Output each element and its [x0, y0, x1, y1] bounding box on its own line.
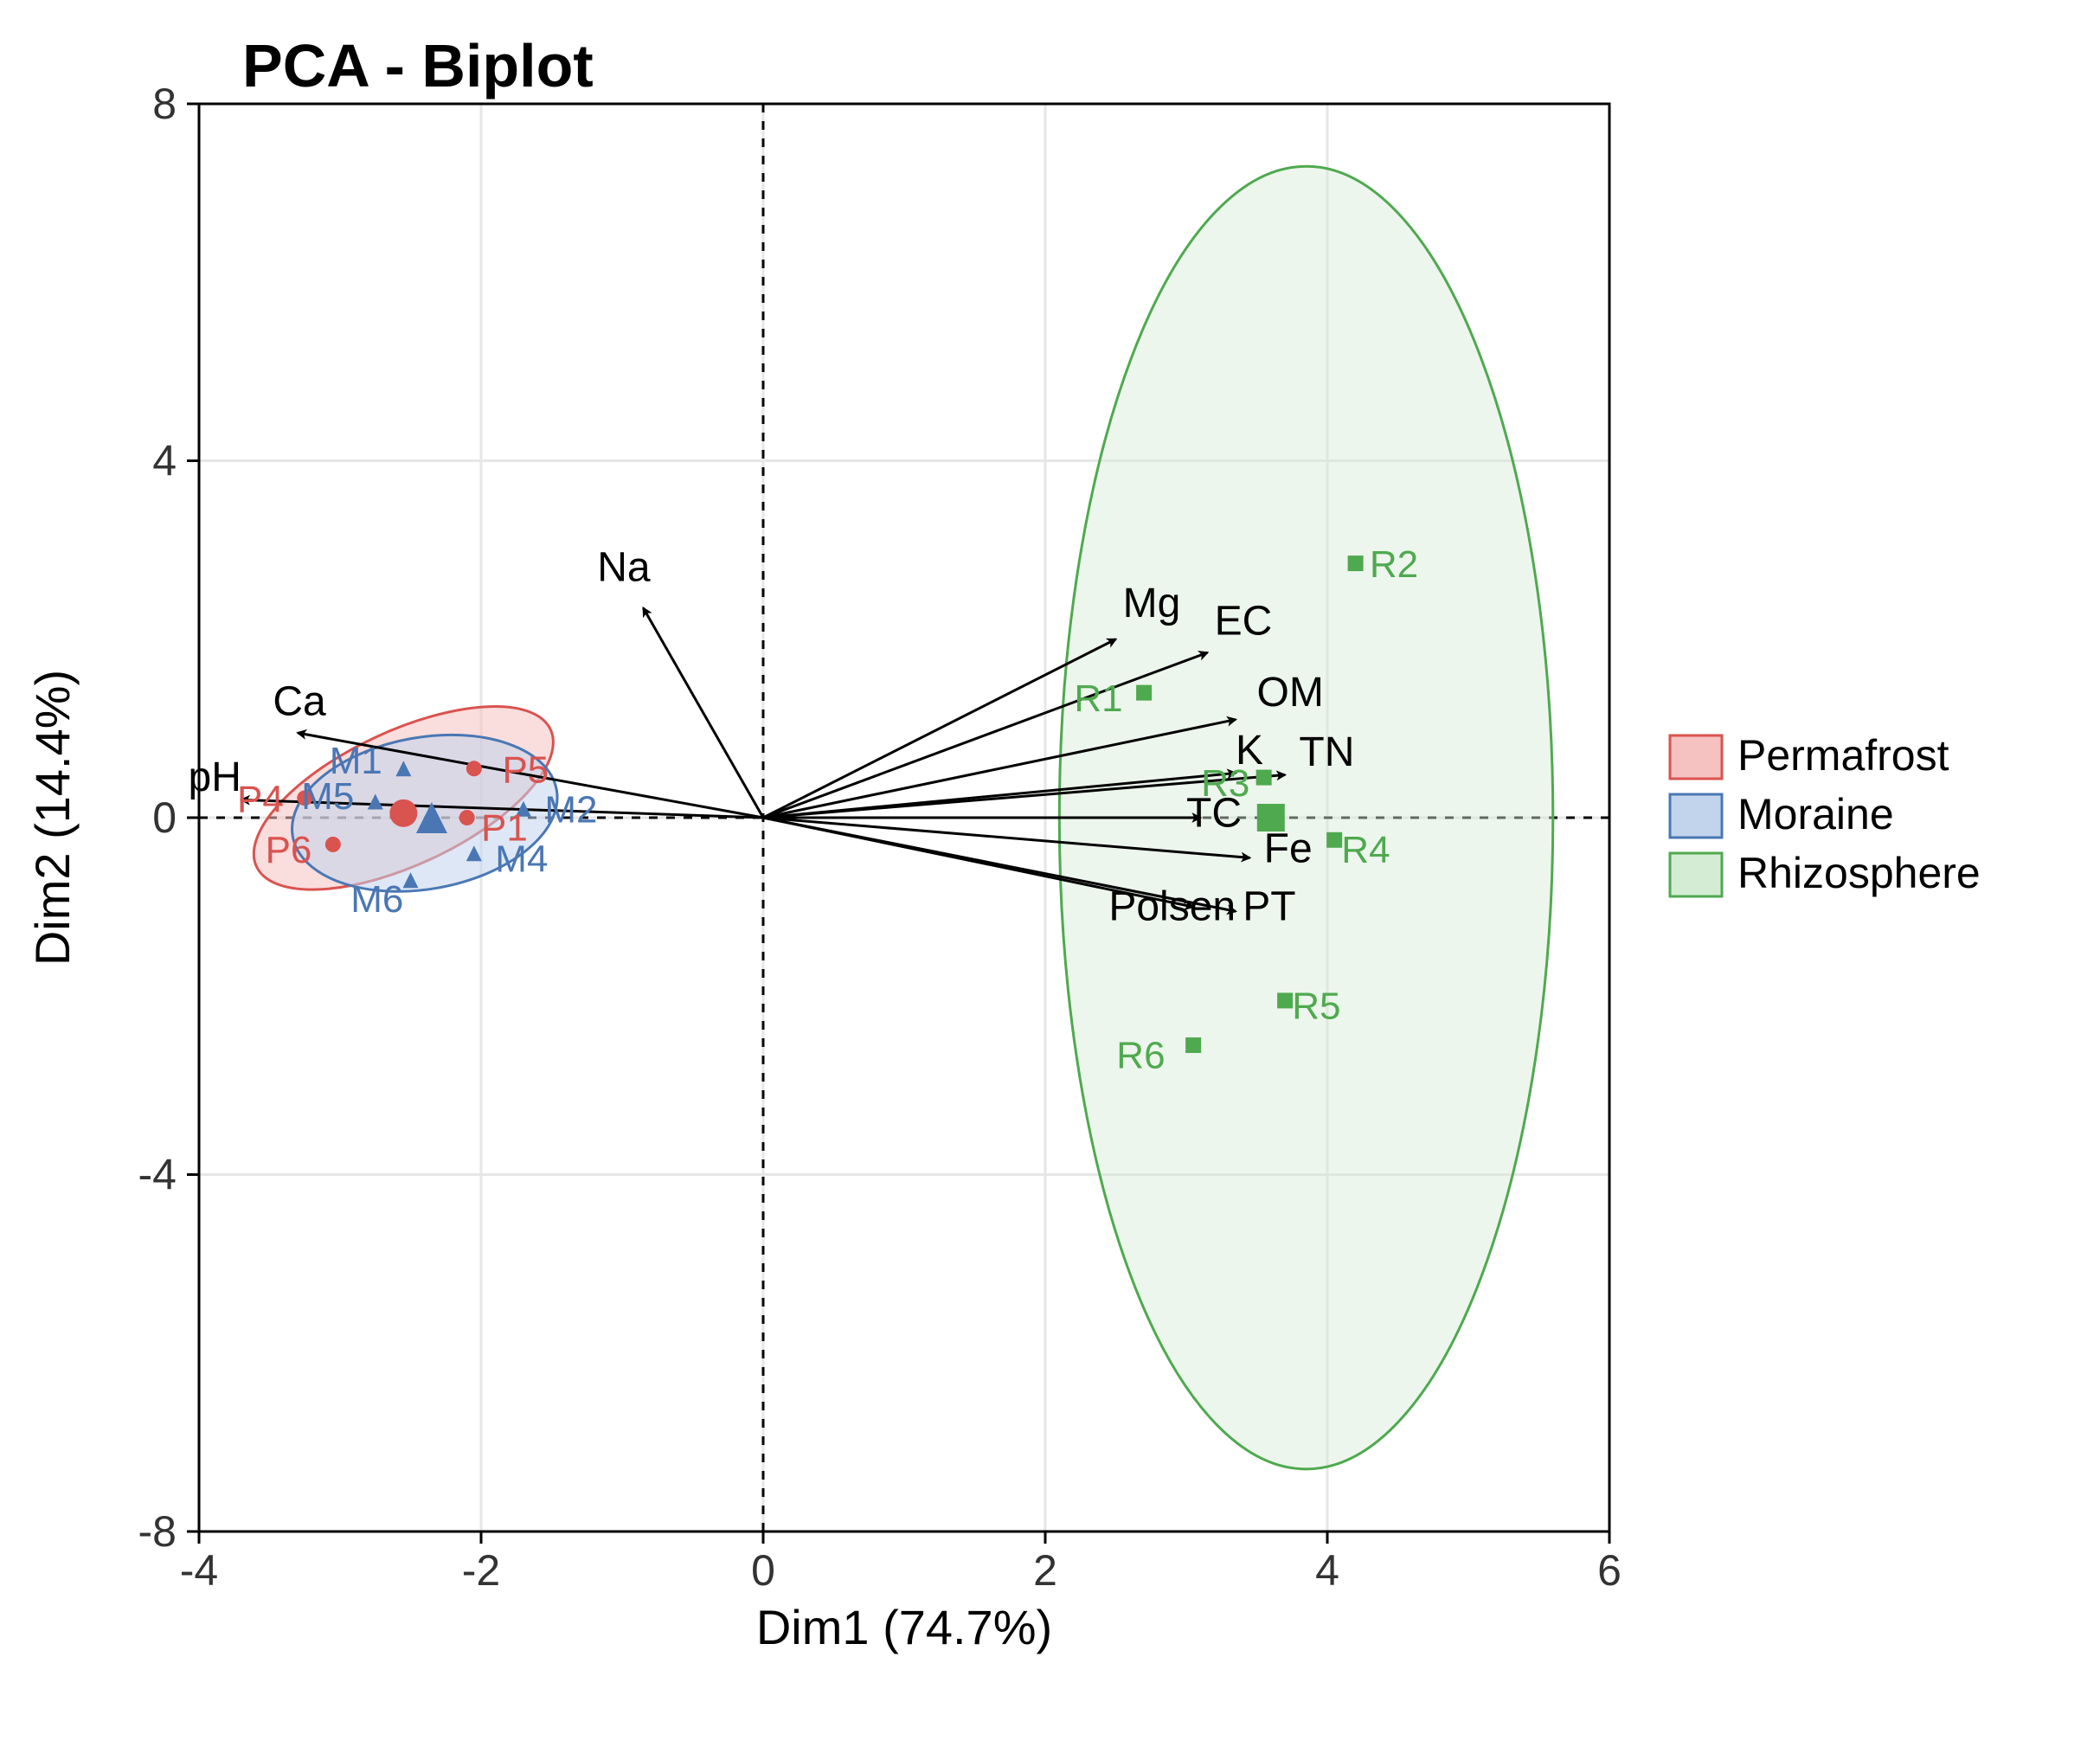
- point-label-m6: M6: [350, 878, 403, 921]
- point-label-m2: M2: [544, 789, 597, 832]
- x-ticks: -4 -2 0 2 4 6: [180, 1531, 1622, 1595]
- legend-swatch-permafrost: [1670, 735, 1722, 779]
- xtick-label: 2: [1033, 1546, 1057, 1595]
- point-label-m5: M5: [301, 775, 354, 818]
- var-label-ph: pH: [189, 754, 241, 800]
- var-label-om: OM: [1257, 670, 1324, 716]
- point-label-p5: P5: [502, 748, 549, 791]
- xtick-label: -4: [180, 1546, 218, 1595]
- point-r6: [1185, 1037, 1201, 1053]
- centroid-permafrost: [389, 799, 417, 827]
- legend-label-rhizosphere: Rhizosphere: [1737, 849, 1981, 897]
- xtick-label: -2: [462, 1546, 500, 1595]
- var-label-fe: Fe: [1264, 826, 1313, 872]
- ytick-label: -8: [138, 1507, 177, 1556]
- ytick-label: 0: [152, 793, 177, 842]
- xtick-label: 4: [1315, 1546, 1339, 1595]
- point-label-r3: R3: [1201, 762, 1249, 805]
- ytick-label: 4: [152, 437, 177, 485]
- point-label-p4: P4: [237, 778, 284, 820]
- point-label-r6: R6: [1116, 1034, 1165, 1076]
- var-label-ca: Ca: [273, 678, 326, 724]
- plot-title: PCA - Biplot: [242, 32, 594, 100]
- centroid-rhizosphere: [1257, 804, 1285, 832]
- point-label-r4: R4: [1341, 829, 1390, 871]
- point-label-r2: R2: [1370, 543, 1418, 586]
- point-label-r5: R5: [1292, 986, 1340, 1028]
- var-label-polsen: Polsen: [1108, 884, 1236, 930]
- var-label-ec: EC: [1215, 599, 1273, 645]
- xtick-label: 0: [751, 1546, 775, 1595]
- xtick-label: 6: [1597, 1546, 1622, 1595]
- var-label-mg: Mg: [1123, 581, 1181, 626]
- point-r2: [1348, 555, 1364, 571]
- point-r1: [1136, 685, 1152, 701]
- point-label-p6: P6: [266, 829, 312, 871]
- point-r4: [1326, 832, 1342, 848]
- pca-biplot: PCA - Biplot NaCapHMgECOMKTNTCFePTPolsen…: [0, 0, 2100, 1753]
- x-axis-label: Dim1 (74.7%): [756, 1600, 1052, 1654]
- ytick-label: -4: [138, 1151, 177, 1199]
- legend-swatch-rhizosphere: [1670, 853, 1722, 896]
- legend: Permafrost Moraine Rhizosphere: [1670, 731, 1981, 897]
- var-label-tn: TN: [1299, 729, 1354, 775]
- legend-label-moraine: Moraine: [1737, 790, 1894, 838]
- point-p5: [466, 761, 482, 776]
- legend-label-permafrost: Permafrost: [1737, 731, 1949, 780]
- var-label-pt: PT: [1243, 884, 1295, 930]
- point-r5: [1277, 992, 1293, 1008]
- point-label-r1: R1: [1074, 677, 1122, 720]
- point-r3: [1256, 770, 1272, 786]
- point-label-m4: M4: [495, 838, 548, 880]
- y-ticks: -8 -4 0 4 8: [138, 80, 199, 1556]
- point-p1: [459, 810, 475, 825]
- var-label-na: Na: [597, 545, 651, 591]
- y-axis-label: Dim2 (14.4%): [25, 670, 80, 966]
- legend-swatch-moraine: [1670, 794, 1722, 838]
- ytick-label: 8: [152, 80, 177, 128]
- point-p6: [325, 837, 341, 852]
